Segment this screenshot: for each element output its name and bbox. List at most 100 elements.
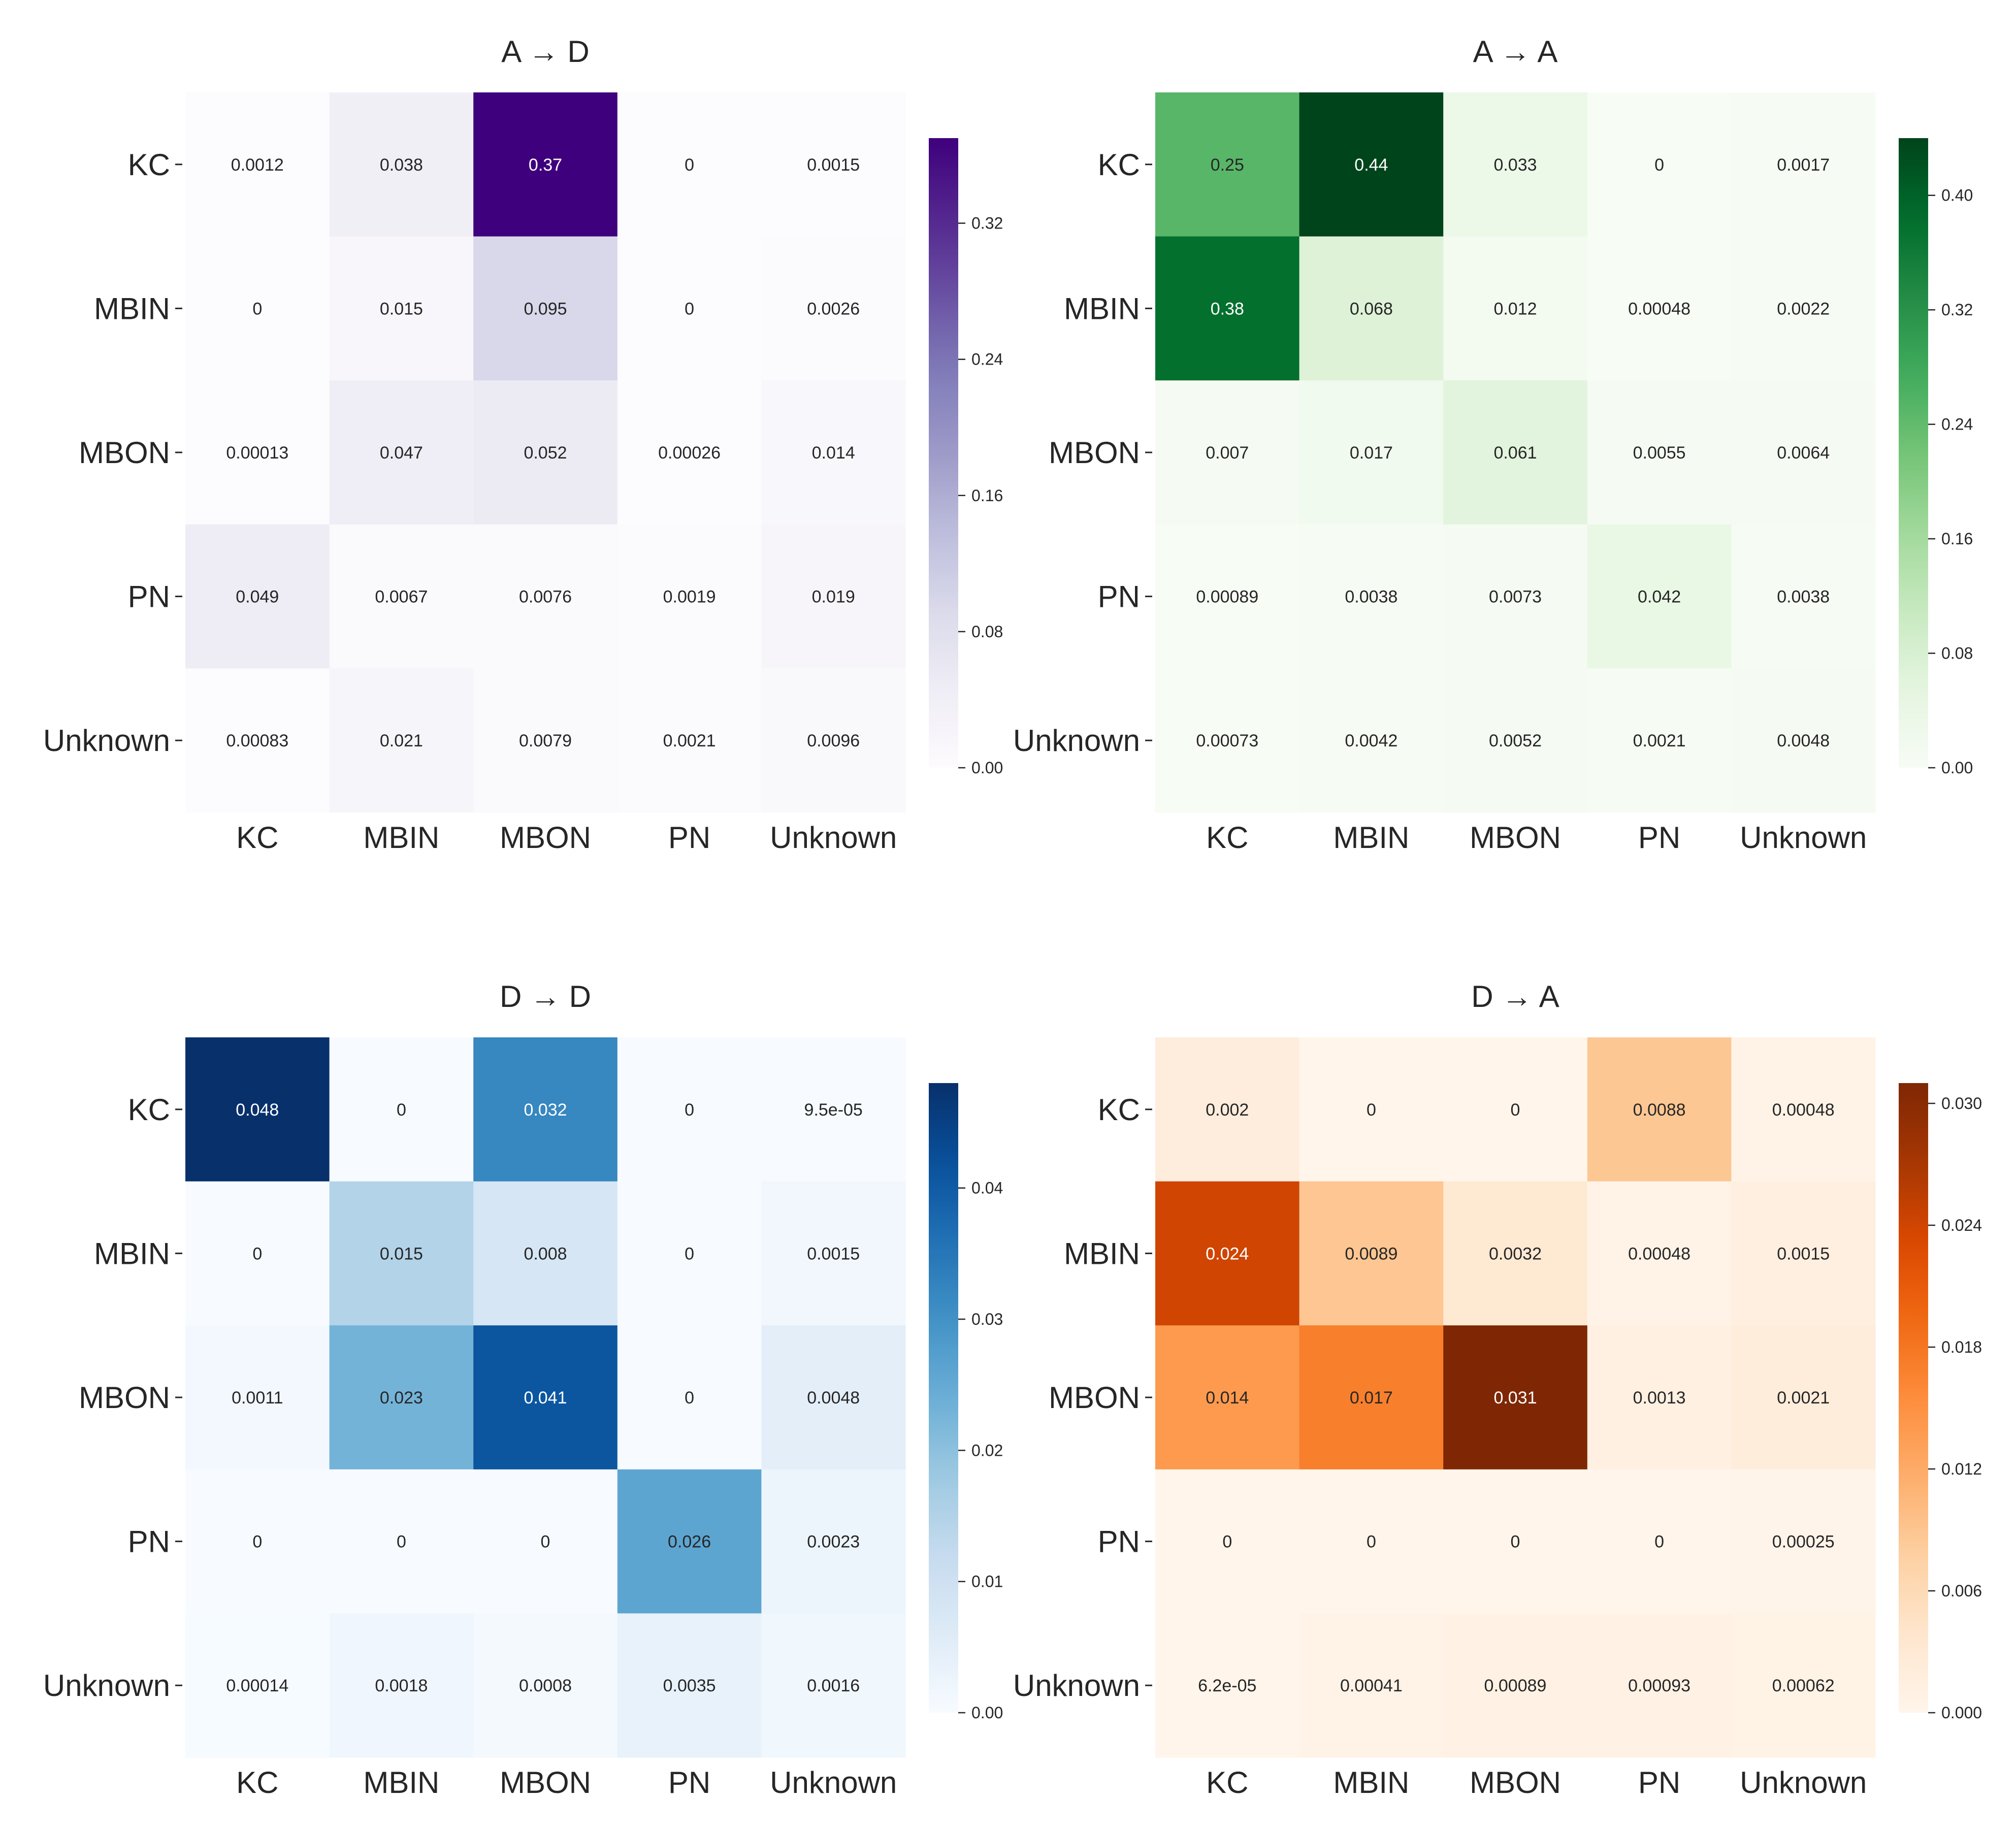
heatmap-cell xyxy=(617,1037,762,1182)
heatmap-cell xyxy=(185,236,330,381)
heatmap-cell xyxy=(473,1469,618,1614)
cell-value-label: 0.00062 xyxy=(1772,1676,1835,1695)
chart-title: A → D xyxy=(501,35,589,69)
x-tick-label: MBON xyxy=(1470,1766,1561,1800)
heatmap-cell xyxy=(617,1469,762,1614)
y-tick-label: MBIN xyxy=(1064,291,1140,325)
heatmap-cell xyxy=(1299,1325,1444,1470)
y-tick-label: MBIN xyxy=(94,1236,170,1270)
y-tick-label: MBON xyxy=(79,436,170,470)
chart-title: A → A xyxy=(1473,35,1558,69)
heatmap-cell xyxy=(1155,1613,1300,1758)
x-tick-label: KC xyxy=(1206,821,1248,855)
cell-value-label: 0.061 xyxy=(1493,443,1537,463)
heatmap-cell xyxy=(1443,1325,1588,1470)
y-tick-label: Unknown xyxy=(1013,1669,1140,1703)
cell-value-label: 0 xyxy=(1654,155,1664,175)
cell-value-label: 0.00013 xyxy=(226,443,288,463)
heatmap-cell xyxy=(185,1325,330,1470)
heatmap-cell xyxy=(1587,524,1732,669)
heatmap-cell xyxy=(761,380,906,525)
cell-value-label: 0 xyxy=(685,1100,694,1120)
heatmap-cell xyxy=(473,1037,618,1182)
x-tick-label: KC xyxy=(236,1766,278,1800)
cell-value-label: 0.0012 xyxy=(231,155,284,175)
cell-value-label: 0.00048 xyxy=(1772,1100,1835,1120)
cell-value-label: 0.0032 xyxy=(1489,1244,1542,1263)
heatmap-cell xyxy=(473,1613,618,1758)
heatmap-cell xyxy=(1299,1613,1444,1758)
cell-value-label: 0 xyxy=(397,1100,406,1120)
heatmap-cell xyxy=(617,380,762,525)
colorbar-tick-label: 0.32 xyxy=(971,214,1003,233)
x-tick-label: MBON xyxy=(500,1766,591,1800)
x-tick-label: MBON xyxy=(500,821,591,855)
colorbar-tick-label: 0.24 xyxy=(1941,415,1973,434)
colorbar xyxy=(1899,138,1928,768)
heatmap-cell xyxy=(761,668,906,813)
heatmap-cell xyxy=(1587,92,1732,237)
heatmap-cell xyxy=(1731,1181,1876,1326)
heatmap-cell xyxy=(329,524,474,669)
heatmap-cell xyxy=(761,1325,906,1470)
cell-value-label: 0.0067 xyxy=(375,587,428,607)
heatmap-cell xyxy=(1443,1037,1588,1182)
heatmap-cell xyxy=(185,1181,330,1326)
cell-value-label: 0.068 xyxy=(1350,299,1393,318)
cell-value-label: 0.0023 xyxy=(807,1532,860,1552)
colorbar-tick-label: 0.000 xyxy=(1941,1704,1982,1722)
colorbar-tick-label: 0.04 xyxy=(971,1179,1003,1197)
cell-value-label: 0.0021 xyxy=(1633,731,1686,750)
colorbar xyxy=(929,1083,958,1713)
cell-value-label: 0 xyxy=(541,1532,550,1552)
cell-value-label: 0.0015 xyxy=(807,155,860,175)
colorbar-tick-label: 0.16 xyxy=(1941,530,1973,548)
heatmap-cell xyxy=(1587,1181,1732,1326)
cell-value-label: 0.017 xyxy=(1350,443,1393,463)
cell-value-label: 0.095 xyxy=(524,299,567,318)
cell-value-label: 6.2e-05 xyxy=(1198,1676,1256,1695)
cell-value-label: 0.0052 xyxy=(1489,731,1542,750)
heatmap-cell xyxy=(617,668,762,813)
cell-value-label: 0.052 xyxy=(524,443,567,463)
y-tick-label: KC xyxy=(1098,148,1140,182)
heatmap-cell xyxy=(329,1037,474,1182)
heatmap-cell xyxy=(473,92,618,237)
cell-value-label: 0.0018 xyxy=(375,1676,428,1695)
cell-value-label: 0.021 xyxy=(380,731,423,750)
heatmap-cell xyxy=(761,236,906,381)
cell-value-label: 0.0038 xyxy=(1777,587,1830,607)
cell-value-label: 0.0013 xyxy=(1633,1388,1686,1408)
colorbar-tick-label: 0.01 xyxy=(971,1573,1003,1591)
cell-value-label: 0.25 xyxy=(1211,155,1244,175)
y-tick-label: PN xyxy=(1098,580,1140,614)
x-tick-label: PN xyxy=(668,821,710,855)
y-tick-label: MBIN xyxy=(94,291,170,325)
x-tick-label: Unknown xyxy=(770,1766,897,1800)
cell-value-label: 0.014 xyxy=(812,443,855,463)
heatmap-cell xyxy=(1155,92,1300,237)
heatmap-cell xyxy=(617,1325,762,1470)
cell-value-label: 0.024 xyxy=(1206,1244,1249,1263)
heatmap-cell xyxy=(1731,92,1876,237)
colorbar-tick-label: 0.08 xyxy=(971,623,1003,641)
cell-value-label: 0.00048 xyxy=(1628,299,1690,318)
heatmap-cell xyxy=(185,1613,330,1758)
heatmap-cell xyxy=(1731,1037,1876,1182)
heatmap-cell xyxy=(473,668,618,813)
heatmap-cell xyxy=(1299,1037,1444,1182)
cell-value-label: 0.0048 xyxy=(1777,731,1830,750)
cell-value-label: 0.38 xyxy=(1211,299,1244,318)
colorbar-tick-label: 0.08 xyxy=(1941,644,1973,663)
heatmap-cell xyxy=(761,1037,906,1182)
heatmap-cell xyxy=(1443,1181,1588,1326)
cell-value-label: 0.023 xyxy=(380,1388,423,1408)
heatmap-cell xyxy=(1587,1613,1732,1758)
heatmap-cell xyxy=(1299,668,1444,813)
heatmap-cell xyxy=(1587,380,1732,525)
cell-value-label: 0.0016 xyxy=(807,1676,860,1695)
heatmap-panel-1: A → D 0.0012 0.038 0.37 0 0.0015 0 0.015 0.095 0 0… xyxy=(43,35,1003,855)
x-tick-label: PN xyxy=(1638,821,1680,855)
cell-value-label: 0 xyxy=(397,1532,406,1552)
